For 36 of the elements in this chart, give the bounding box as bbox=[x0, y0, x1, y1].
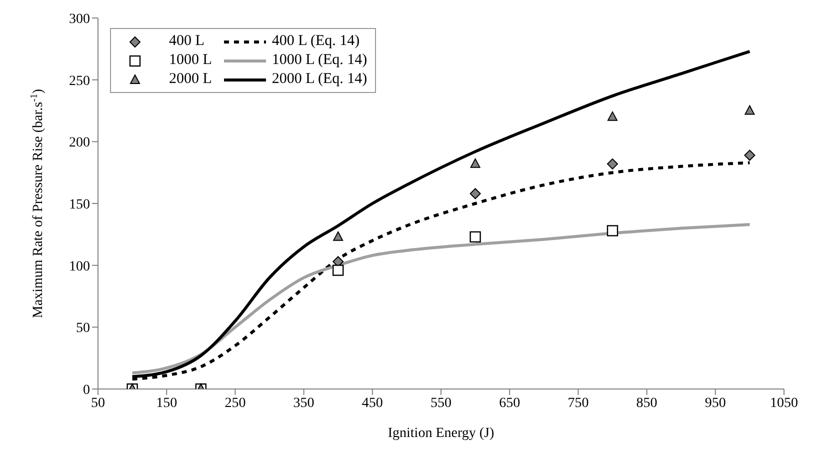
legend-label: 1000 L bbox=[169, 52, 212, 69]
y-tick-label: 100 bbox=[69, 259, 90, 274]
point bbox=[608, 111, 618, 121]
legend-label: 400 L (Eq. 14) bbox=[272, 33, 360, 50]
x-tick-label: 950 bbox=[704, 396, 726, 411]
y-tick-label: 300 bbox=[69, 12, 90, 27]
x-tick-label: 350 bbox=[293, 396, 314, 411]
legend-label: 400 L bbox=[169, 33, 204, 50]
y-tick-label: 150 bbox=[69, 197, 90, 212]
y-tick-label: 50 bbox=[76, 321, 90, 336]
point bbox=[470, 158, 480, 168]
point bbox=[607, 158, 618, 170]
x-tick-label: 1050 bbox=[770, 396, 798, 411]
x-tick-label: 650 bbox=[499, 396, 520, 411]
x-tick-label: 450 bbox=[362, 396, 383, 411]
x-tick-label: 550 bbox=[430, 396, 452, 411]
legend-label: 1000 L (Eq. 14) bbox=[272, 52, 368, 69]
legend-label: 2000 L bbox=[169, 71, 212, 88]
x-tick-label: 150 bbox=[156, 396, 178, 411]
point bbox=[470, 231, 481, 242]
x-tick-label: 850 bbox=[636, 396, 658, 411]
x-tick-label: 50 bbox=[91, 396, 105, 411]
x-tick-label: 250 bbox=[224, 396, 246, 411]
point bbox=[333, 231, 344, 241]
x-tick-label: 750 bbox=[568, 396, 589, 411]
y-tick-label: 200 bbox=[69, 136, 90, 151]
point bbox=[470, 188, 481, 200]
x-axis-title: Ignition Energy (J) bbox=[388, 426, 494, 441]
legend-label: 2000 L (Eq. 14) bbox=[272, 71, 368, 88]
point bbox=[744, 150, 756, 161]
line-series bbox=[130, 223, 752, 374]
y-tick-label: 0 bbox=[83, 382, 90, 398]
point bbox=[744, 105, 755, 115]
y-tick-label: 250 bbox=[69, 74, 90, 89]
point bbox=[332, 264, 344, 276]
point bbox=[606, 225, 618, 236]
